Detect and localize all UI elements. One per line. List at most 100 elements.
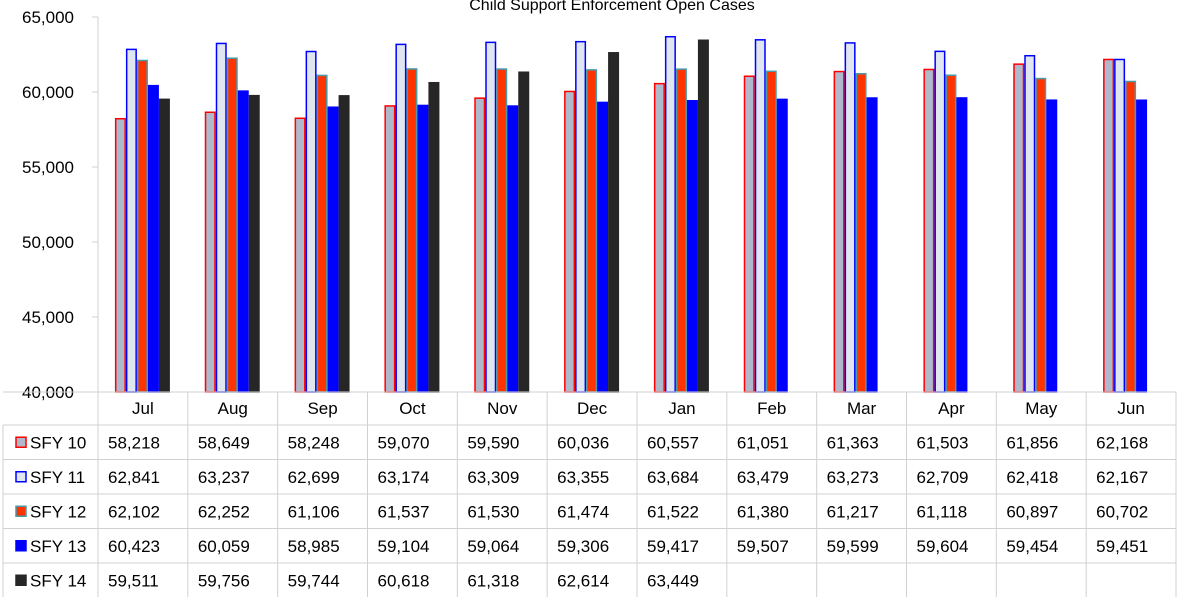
y-tick-label: 60,000 [22,83,74,102]
bar-sfy-12-aug [226,57,238,393]
category-label: Sep [307,399,337,418]
bar-sfy-11-nov [485,41,497,393]
data-label: 59,454 [1006,537,1058,556]
bar-sfy-11-feb [754,39,766,393]
bar-sfy-11-apr [934,50,946,393]
category-label: Jun [1117,399,1144,418]
bar-sfy-14-oct [428,81,440,393]
category-label: May [1025,399,1058,418]
legend-swatch [15,505,27,517]
data-label: 60,059 [198,537,250,556]
data-label: 59,306 [557,537,609,556]
data-label: 61,503 [917,433,969,452]
bar-sfy-11-sep [305,50,317,393]
data-label: 60,423 [108,537,160,556]
bar-sfy-10-jan [653,82,665,393]
bar-sfy-10-feb [743,75,755,393]
data-label: 59,417 [647,537,699,556]
data-label: 63,479 [737,468,789,487]
bar-sfy-13-jan [686,99,698,393]
bar-sfy-11-dec [575,40,587,393]
bar-sfy-13-dec [597,101,609,393]
category-label: Oct [399,399,426,418]
data-label: 61,856 [1006,433,1058,452]
bar-sfy-10-aug [204,111,216,393]
data-label: 60,618 [378,571,430,590]
data-label: 59,070 [378,433,430,452]
data-label: 62,252 [198,502,250,521]
data-label: 61,474 [557,502,609,521]
data-label: 62,841 [108,468,160,487]
bar-sfy-14-dec [608,52,620,393]
bar-sfy-14-nov [518,71,530,393]
legend-swatch [15,436,27,448]
bar-sfy-12-feb [765,70,777,393]
data-label: 61,380 [737,502,789,521]
y-tick-label: 50,000 [22,233,74,252]
bar-sfy-12-nov [496,68,508,393]
data-label: 61,106 [288,502,340,521]
bar-sfy-14-jan [697,39,709,393]
data-label: 62,167 [1096,468,1148,487]
data-label: 61,318 [467,571,519,590]
bar-sfy-14-aug [248,94,260,393]
bar-sfy-12-jul [136,59,148,393]
bar-sfy-10-mar [833,70,845,393]
bar-sfy-12-mar [855,72,867,393]
category-label: Apr [938,399,965,418]
legend-label: SFY 14 [30,571,86,590]
category-label: Mar [847,399,877,418]
data-table: Jul Aug Sep Oct Nov Dec Jan Feb Mar Apr May Jun SFY … [2,391,1177,597]
bar-sfy-12-apr [945,74,957,393]
bar-sfy-14-sep [338,95,350,393]
data-label: 60,036 [557,433,609,452]
data-label: 61,363 [827,433,879,452]
y-tick-label: 45,000 [22,308,74,327]
legend-label: SFY 13 [30,537,86,556]
bar-sfy-13-sep [327,106,339,393]
bar-sfy-10-nov [474,97,486,393]
data-label: 60,702 [1096,502,1148,521]
bar-sfy-11-may [1024,54,1036,393]
bar-sfy-13-jul [147,84,159,393]
category-label: Nov [487,399,518,418]
data-label: 59,064 [467,537,519,556]
bar-sfy-10-jun [1103,58,1115,393]
bar-sfy-13-may [1046,99,1058,393]
data-label: 62,102 [108,502,160,521]
data-label: 59,599 [827,537,879,556]
data-label: 59,511 [108,571,159,590]
bar-sfy-11-jan [664,35,676,393]
category-label: Jul [132,399,154,418]
data-label: 62,614 [557,571,609,590]
data-label: 62,699 [288,468,340,487]
bar-sfy-13-apr [956,97,968,393]
data-label: 60,557 [647,433,699,452]
bars [114,35,1148,393]
data-label: 61,217 [827,502,879,521]
data-label: 63,449 [647,571,699,590]
bar-sfy-13-jun [1136,99,1148,393]
data-label: 59,604 [917,537,969,556]
data-label: 58,649 [198,433,250,452]
bar-sfy-13-oct [417,104,429,393]
data-label: 62,709 [917,468,969,487]
legend-swatch [15,471,27,483]
legend-swatch [15,540,27,552]
bar-sfy-12-sep [316,74,328,393]
y-tick-label: 65,000 [22,8,74,27]
data-label: 59,744 [288,571,340,590]
bar-sfy-12-may [1035,77,1047,393]
bar-sfy-13-mar [866,97,878,393]
data-label: 61,522 [647,502,699,521]
bar-sfy-11-aug [215,42,227,393]
bar-sfy-11-jun [1114,58,1126,393]
bar-sfy-11-jul [125,48,137,393]
data-label: 61,118 [917,502,968,521]
bar-sfy-10-jul [114,117,126,393]
category-label: Aug [218,399,248,418]
bar-sfy-11-mar [844,42,856,393]
category-label: Dec [577,399,608,418]
